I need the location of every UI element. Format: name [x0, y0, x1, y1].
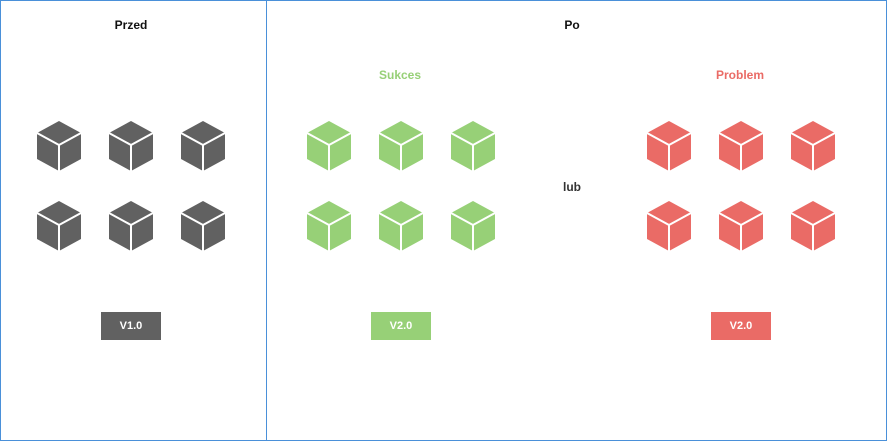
cube-icon: [449, 199, 497, 253]
cube-icon: [305, 119, 353, 173]
cube-icon: [377, 199, 425, 253]
cube-icon: [305, 199, 353, 253]
cube-icon: [179, 119, 227, 173]
before-title: Przed: [114, 18, 148, 32]
success-version-badge: V2.0: [371, 312, 431, 340]
panel-after: [266, 0, 887, 441]
problem-version-badge: V2.0: [711, 312, 771, 340]
cube-icon: [645, 119, 693, 173]
cube-icon: [179, 199, 227, 253]
cube-icon: [717, 199, 765, 253]
cube-icon: [645, 199, 693, 253]
after-title: Po: [564, 18, 580, 32]
cube-icon: [35, 119, 83, 173]
cube-icon: [35, 199, 83, 253]
cube-icon: [717, 119, 765, 173]
or-separator: lub: [563, 180, 581, 194]
cube-icon: [377, 119, 425, 173]
before-version-badge: V1.0: [101, 312, 161, 340]
cube-icon: [107, 119, 155, 173]
success-label: Sukces: [378, 68, 422, 82]
problem-label: Problem: [715, 68, 765, 82]
cube-icon: [449, 119, 497, 173]
cube-icon: [789, 119, 837, 173]
cube-icon: [107, 199, 155, 253]
cube-icon: [789, 199, 837, 253]
